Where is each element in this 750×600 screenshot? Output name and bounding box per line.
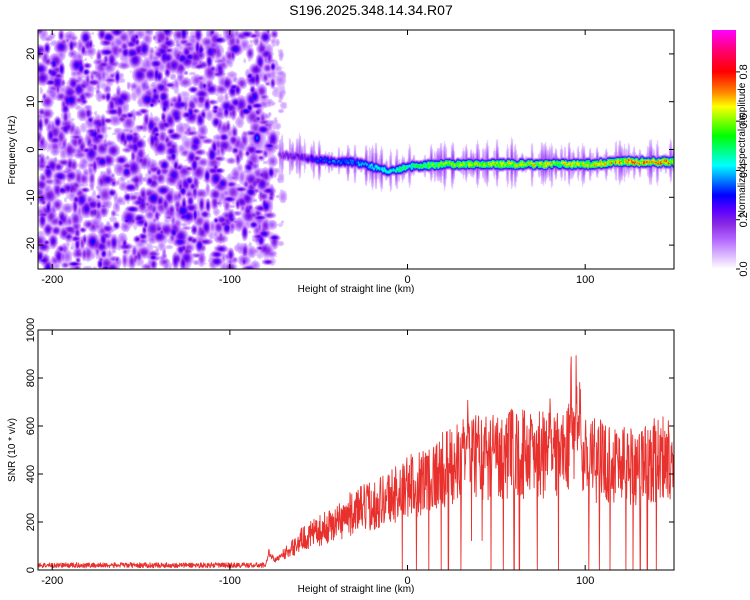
snr-x-label: Height of straight line (km) <box>298 584 415 595</box>
y-tick-label: 400 <box>25 465 37 483</box>
y-tick-label: 800 <box>25 369 37 387</box>
x-tick-label: -100 <box>219 575 241 587</box>
spectrogram-x-ticks: -200 -100 0 100 <box>41 30 594 286</box>
colorbar-tick-label: 0.2 <box>738 212 750 227</box>
y-tick-label: 20 <box>25 48 37 60</box>
x-tick-label: 0 <box>404 274 410 286</box>
x-tick-label: -100 <box>219 274 241 286</box>
y-tick-label: 10 <box>25 96 37 108</box>
spectrogram-y-ticks: -20 -10 0 10 20 <box>25 48 674 253</box>
x-tick-label: 0 <box>404 575 410 587</box>
y-tick-label: 0 <box>25 146 37 152</box>
snr-y-ticks: 0 200 400 600 800 1000 <box>25 318 674 573</box>
spectrogram-y-label: Frequency (Hz) <box>7 116 18 185</box>
colorbar-label: Normalized spectral amplitude <box>737 82 748 217</box>
x-tick-label: -200 <box>41 575 63 587</box>
x-tick-label: -200 <box>41 274 63 286</box>
y-tick-label: -20 <box>25 237 37 253</box>
figure-title: S196.2025.348.14.34.R07 <box>289 2 453 18</box>
spectrogram-x-label: Height of straight line (km) <box>298 284 415 295</box>
snr-frame <box>37 329 675 571</box>
x-tick-label: 100 <box>576 575 594 587</box>
spectrogram-heatmap <box>38 30 674 269</box>
y-tick-label: 1000 <box>25 318 37 342</box>
colorbar-tick-label: 0.6 <box>738 114 750 129</box>
snr-panel: -200 -100 0 100 0 200 400 600 800 1000 Height of… <box>7 318 675 595</box>
colorbar-tick-label: 0.0 <box>738 261 750 276</box>
y-tick-label: 200 <box>25 513 37 531</box>
colorbar-ticks: 0.0 0.2 0.4 0.6 0.8 <box>736 64 750 277</box>
y-tick-label: 600 <box>25 417 37 435</box>
snr-series-line <box>37 355 675 571</box>
snr-x-ticks: -200 -100 0 100 <box>41 330 594 587</box>
colorbar: 0.0 0.2 0.4 0.6 0.8 Normalized spectral ampl… <box>712 30 750 277</box>
colorbar-gradient <box>712 30 736 269</box>
colorbar-tick-label: 0.8 <box>738 64 750 79</box>
colorbar-tick-label: 0.4 <box>738 163 750 178</box>
snr-y-label: SNR (10 * v/v) <box>7 418 18 482</box>
y-tick-label: -10 <box>25 189 37 205</box>
x-tick-label: 100 <box>576 274 594 286</box>
y-tick-label: 0 <box>25 567 37 573</box>
